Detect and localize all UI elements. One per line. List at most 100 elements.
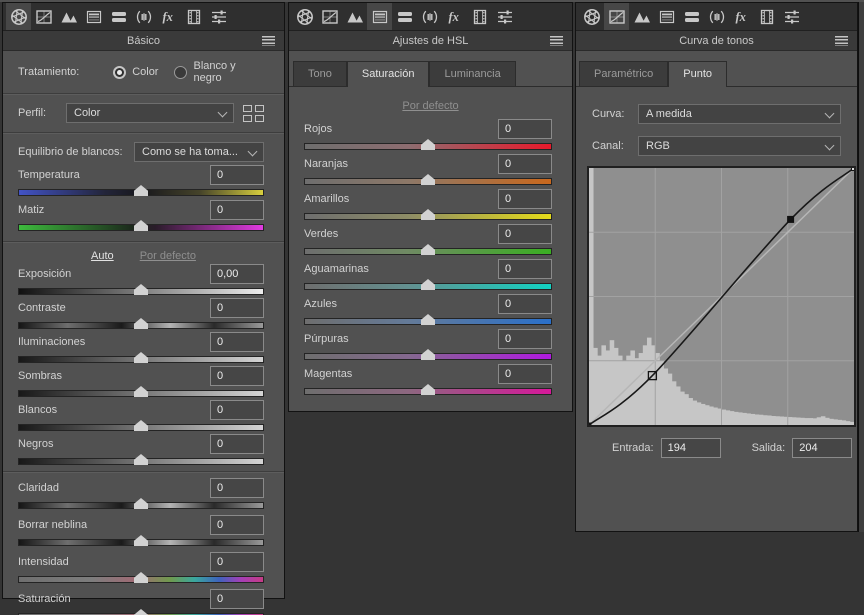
mountains-icon[interactable] [342, 3, 367, 30]
treatment-row: Tratamiento: Color Blanco y negro [18, 60, 264, 84]
slider-value-field[interactable]: 0 [498, 119, 552, 139]
slider-value-field[interactable]: 0 [498, 224, 552, 244]
curve-grid-icon[interactable] [317, 3, 342, 30]
slider-value-field[interactable]: 0 [210, 434, 264, 454]
slider-thumb[interactable] [134, 284, 148, 295]
aperture-icon[interactable] [579, 3, 604, 30]
hsl-gradient-icon[interactable] [81, 3, 106, 30]
curve-point-selected[interactable] [787, 215, 795, 223]
slider-thumb[interactable] [134, 386, 148, 397]
slider-value-field[interactable]: 0 [210, 366, 264, 386]
curve-point-corner[interactable] [586, 422, 592, 428]
film-strip-icon[interactable] [467, 3, 492, 30]
panel-menu-icon[interactable] [550, 36, 563, 46]
slider-thumb[interactable] [421, 244, 435, 255]
fx-icon[interactable]: fx [729, 3, 754, 30]
slider-thumb[interactable] [421, 279, 435, 290]
aperture-icon[interactable] [6, 3, 31, 30]
input-label: Entrada: [612, 442, 654, 454]
tab-punto[interactable]: Punto [668, 61, 728, 87]
slider-thumb[interactable] [134, 420, 148, 431]
slider-value-field[interactable]: 0 [498, 329, 552, 349]
channel-select[interactable]: RGB [638, 136, 841, 156]
hsl-panel: fx Ajustes de HSL Tono Saturación Luminanc… [288, 2, 573, 412]
white-balance-value: Como se ha toma... [142, 146, 238, 158]
panel-menu-icon[interactable] [835, 36, 848, 46]
slider-value-field[interactable]: 0 [498, 364, 552, 384]
slider-thumb[interactable] [134, 220, 148, 231]
output-value-field[interactable]: 204 [792, 438, 853, 458]
slider-track-area [304, 243, 552, 256]
slider-value-field[interactable]: 0,00 [210, 264, 264, 284]
slider-thumb[interactable] [421, 384, 435, 395]
lens-parens-icon[interactable] [704, 3, 729, 30]
fx-icon[interactable]: fx [156, 3, 181, 30]
slider-value-field[interactable]: 0 [498, 294, 552, 314]
slider-value-field[interactable]: 0 [498, 154, 552, 174]
lens-parens-icon[interactable] [131, 3, 156, 30]
slider-value-field[interactable]: 0 [210, 552, 264, 572]
profile-select[interactable]: Color [66, 103, 234, 123]
slider-thumb[interactable] [421, 314, 435, 325]
mountains-icon[interactable] [56, 3, 81, 30]
slider-value-field[interactable]: 0 [210, 589, 264, 609]
slider-value-field[interactable]: 0 [210, 478, 264, 498]
slider-thumb[interactable] [134, 454, 148, 465]
hsl-default-link[interactable]: Por defecto [402, 100, 459, 112]
white-balance-select[interactable]: Como se ha toma... [134, 142, 264, 162]
slider-thumb[interactable] [134, 498, 148, 509]
radio-button-selected[interactable] [113, 65, 127, 79]
slider-thumb[interactable] [421, 209, 435, 220]
tab-saturacion[interactable]: Saturación [346, 61, 430, 87]
split-bars-icon[interactable] [392, 3, 417, 30]
tone-curve-graph[interactable] [586, 165, 857, 428]
tab-luminancia[interactable]: Luminancia [429, 61, 516, 86]
slider-thumb[interactable] [134, 535, 148, 546]
curve-io-row: Entrada: 194 Salida: 204 [612, 438, 857, 458]
film-strip-icon[interactable] [754, 3, 779, 30]
slider-thumb[interactable] [134, 572, 148, 583]
tab-tono[interactable]: Tono [293, 61, 347, 86]
profile-browser-icon[interactable] [243, 104, 264, 122]
chevron-down-icon [217, 107, 228, 118]
slider-value-field[interactable]: 0 [210, 298, 264, 318]
curve-type-value: A medida [646, 108, 692, 120]
film-strip-icon[interactable] [181, 3, 206, 30]
curve-point-corner-hollow[interactable] [851, 165, 857, 171]
slider-value-field[interactable]: 0 [210, 400, 264, 420]
mountains-icon[interactable] [629, 3, 654, 30]
slider-thumb[interactable] [421, 349, 435, 360]
split-bars-icon[interactable] [106, 3, 131, 30]
radio-button[interactable] [174, 65, 188, 79]
curve-grid-icon[interactable] [604, 3, 629, 30]
default-link[interactable]: Por defecto [139, 250, 196, 262]
slider-thumb[interactable] [421, 174, 435, 185]
hsl-gradient-icon[interactable] [654, 3, 679, 30]
mixer-sliders-icon[interactable] [206, 3, 231, 30]
hsl-gradient-icon[interactable] [367, 3, 392, 30]
fx-icon[interactable]: fx [442, 3, 467, 30]
mixer-sliders-icon[interactable] [779, 3, 804, 30]
slider-thumb[interactable] [134, 318, 148, 329]
input-value-field[interactable]: 194 [660, 438, 721, 458]
aperture-icon[interactable] [292, 3, 317, 30]
slider-thumb[interactable] [134, 185, 148, 196]
split-bars-icon[interactable] [679, 3, 704, 30]
slider-thumb[interactable] [134, 352, 148, 363]
slider-thumb[interactable] [421, 139, 435, 150]
curve-type-select[interactable]: A medida [638, 104, 841, 124]
slider-value-field[interactable]: 0 [210, 332, 264, 352]
curve-grid-icon[interactable] [31, 3, 56, 30]
slider-value-field[interactable]: 0 [210, 165, 264, 185]
slider-thumb[interactable] [134, 609, 148, 615]
curve-point-hollow[interactable] [647, 370, 658, 381]
slider-value-field[interactable]: 0 [210, 515, 264, 535]
slider-value-field[interactable]: 0 [210, 200, 264, 220]
panel-menu-icon[interactable] [262, 36, 275, 46]
slider-value-field[interactable]: 0 [498, 259, 552, 279]
slider-value-field[interactable]: 0 [498, 189, 552, 209]
mixer-sliders-icon[interactable] [492, 3, 517, 30]
auto-link[interactable]: Auto [91, 250, 114, 262]
lens-parens-icon[interactable] [417, 3, 442, 30]
tab-parametrico[interactable]: Paramétrico [579, 61, 669, 86]
